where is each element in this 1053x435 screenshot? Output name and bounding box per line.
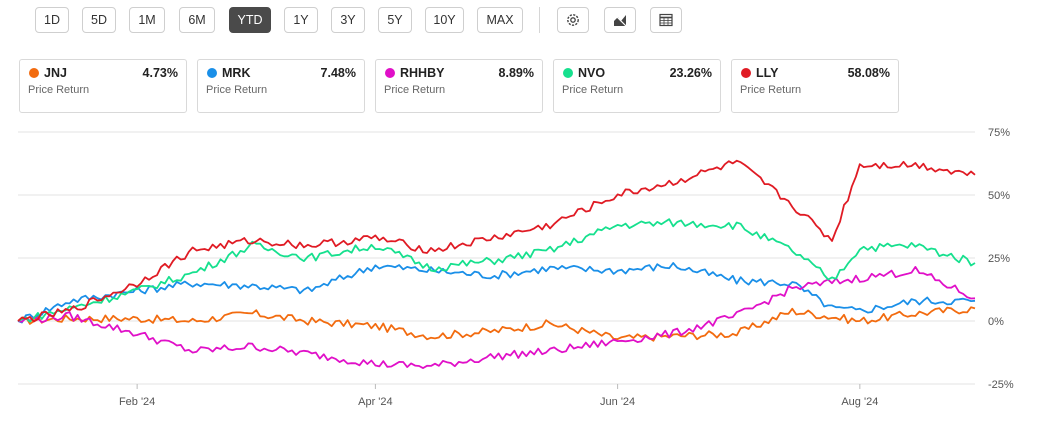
card-subtitle: Price Return xyxy=(562,84,624,96)
card-ticker: NVO xyxy=(578,66,606,80)
range-max-button[interactable]: MAX xyxy=(477,7,523,33)
range-10y-button[interactable]: 10Y xyxy=(425,7,464,33)
series-color-dot xyxy=(29,68,39,78)
x-tick-label: Feb '24 xyxy=(119,396,155,408)
legend-card-lly[interactable]: LLY 58.08% Price Return xyxy=(731,59,899,113)
chart-type-icon xyxy=(612,12,628,28)
y-tick-label: 75% xyxy=(988,127,1010,139)
card-subtitle: Price Return xyxy=(384,84,446,96)
range-5d-button[interactable]: 5D xyxy=(82,7,116,33)
y-tick-label: 50% xyxy=(988,190,1010,202)
card-ticker: MRK xyxy=(222,66,251,80)
x-tick-label: Jun '24 xyxy=(600,396,635,408)
y-tick-label: 0% xyxy=(988,316,1004,328)
y-tick-label: -25% xyxy=(988,379,1014,391)
series-color-dot xyxy=(385,68,395,78)
range-6m-button[interactable]: 6M xyxy=(179,7,215,33)
table-view-button[interactable] xyxy=(650,7,682,33)
x-tick-label: Aug '24 xyxy=(841,396,878,408)
card-ticker: RHHBY xyxy=(400,66,445,80)
series-line-jnj xyxy=(17,306,976,342)
series-line-mrk xyxy=(17,262,976,324)
series-color-dot xyxy=(563,68,573,78)
card-return-value: 4.73% xyxy=(142,66,178,80)
series-color-dot xyxy=(741,68,751,78)
range-5y-button[interactable]: 5Y xyxy=(378,7,412,33)
chart-type-button[interactable] xyxy=(604,7,636,33)
legend-card-nvo[interactable]: NVO 23.26% Price Return xyxy=(553,59,721,113)
range-1y-button[interactable]: 1Y xyxy=(284,7,318,33)
series-line-rhhby xyxy=(17,266,976,369)
card-return-value: 8.89% xyxy=(498,66,534,80)
series-line-nvo xyxy=(17,218,976,323)
card-subtitle: Price Return xyxy=(28,84,90,96)
y-tick-label: 25% xyxy=(988,253,1010,265)
settings-button[interactable] xyxy=(557,7,589,33)
x-tick-label: Apr '24 xyxy=(358,396,393,408)
series-line-lly xyxy=(17,159,976,323)
legend-card-mrk[interactable]: MRK 7.48% Price Return xyxy=(197,59,365,113)
range-1d-button[interactable]: 1D xyxy=(35,7,69,33)
card-subtitle: Price Return xyxy=(740,84,802,96)
price-return-chart[interactable]: 75% 50% 25% 0% -25% Feb '24 Apr '24 Jun '24 Aug … xyxy=(0,118,1053,435)
card-return-value: 23.26% xyxy=(669,66,712,80)
table-icon xyxy=(659,13,673,27)
range-3y-button[interactable]: 3Y xyxy=(331,7,365,33)
range-1m-button[interactable]: 1M xyxy=(129,7,165,33)
card-return-value: 58.08% xyxy=(847,66,890,80)
range-ytd-button[interactable]: YTD xyxy=(229,7,271,33)
card-ticker: LLY xyxy=(756,66,779,80)
series-color-dot xyxy=(207,68,217,78)
card-subtitle: Price Return xyxy=(206,84,268,96)
settings-icon xyxy=(567,14,579,26)
toolbar: 1D 5D 1M 6M YTD 1Y 3Y 5Y 10Y MAX xyxy=(0,0,1053,44)
legend-card-jnj[interactable]: JNJ 4.73% Price Return xyxy=(19,59,187,113)
card-return-value: 7.48% xyxy=(320,66,356,80)
legend-card-rhhby[interactable]: RHHBY 8.89% Price Return xyxy=(375,59,543,113)
toolbar-divider xyxy=(539,7,540,33)
card-ticker: JNJ xyxy=(44,66,67,80)
